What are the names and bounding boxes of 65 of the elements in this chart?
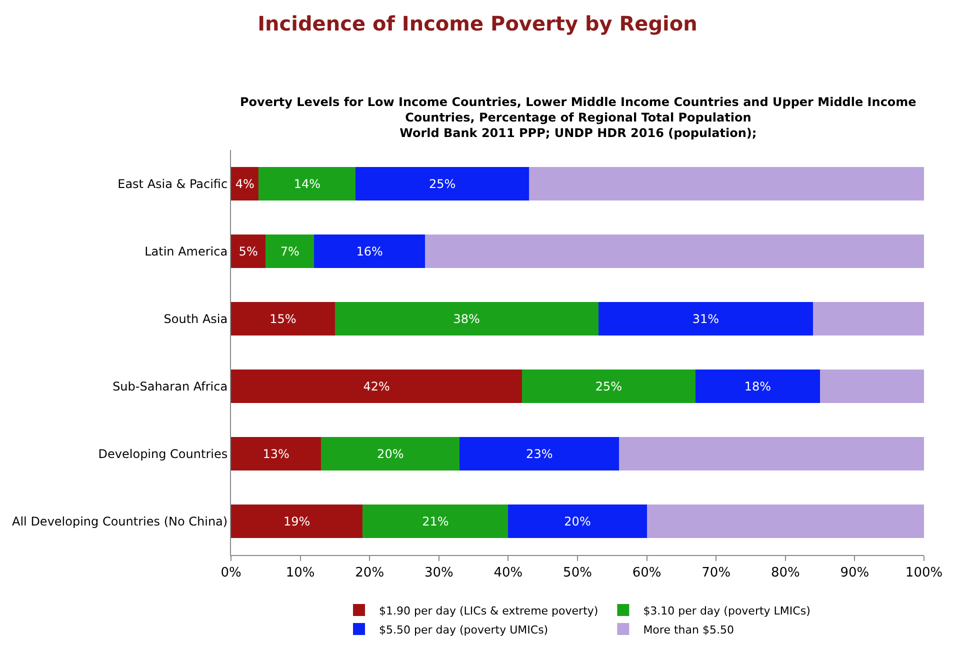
bar <box>231 302 335 336</box>
data-label: 18% <box>744 379 772 394</box>
x-tick-label: 90% <box>840 566 870 581</box>
bar <box>695 369 820 404</box>
bar <box>231 436 322 471</box>
legend-label: $3.10 per day (poverty LMICs) <box>643 604 810 618</box>
bar <box>619 436 924 471</box>
data-label: 16% <box>356 244 383 258</box>
bar <box>231 234 266 268</box>
bar <box>528 166 924 201</box>
bar <box>334 302 598 336</box>
x-tick-label: 50% <box>563 566 592 581</box>
x-tick-label: 60% <box>632 566 662 581</box>
chart-subtitle: Poverty Levels for Low Income Countries, Lower Middle Income Countries and Upper Middle Income Countries, Percentage of Regional Total Population World Bank 2011 PPP; UNDP HDR 2016 (population); <box>240 95 916 140</box>
x-tick-label: 10% <box>286 566 315 581</box>
data-label: 31% <box>692 312 720 326</box>
bar <box>266 234 314 268</box>
x-tick-label: 100% <box>905 566 943 581</box>
bar <box>362 504 508 538</box>
data-label: 20% <box>564 514 591 528</box>
data-label: 25% <box>595 379 622 394</box>
bar <box>321 436 460 471</box>
data-label: 21% <box>422 514 449 528</box>
data-label: 7% <box>280 244 300 258</box>
data-label: 25% <box>429 176 456 191</box>
legend-label: $1.90 per day (LICs & extreme poverty) <box>379 604 598 618</box>
bar <box>820 369 924 404</box>
bar <box>598 302 814 336</box>
data-label: 20% <box>377 446 404 461</box>
data-label: 42% <box>363 379 390 394</box>
legend-label: $5.50 per day (poverty UMICs) <box>379 623 548 636</box>
y-tick-label: East Asia & Pacific <box>118 176 228 191</box>
bar <box>813 302 924 336</box>
x-tick-label: 30% <box>424 566 454 581</box>
legend-label: More than $5.50 <box>643 623 734 636</box>
data-label: 4% <box>235 176 254 191</box>
bar <box>258 166 356 201</box>
x-tick-label: 20% <box>355 566 384 581</box>
y-tick-label: All Developing Countries (No China) <box>12 514 228 528</box>
y-tick-label: South Asia <box>164 312 228 326</box>
bar <box>356 166 529 201</box>
data-label: 23% <box>526 446 553 461</box>
y-tick-label: Latin America <box>144 244 228 258</box>
bar <box>314 234 426 268</box>
x-tick-label: 40% <box>494 566 523 581</box>
bar <box>231 504 363 538</box>
data-label: 5% <box>238 244 258 258</box>
bar <box>231 369 522 404</box>
bar <box>231 166 259 201</box>
bar <box>425 234 924 268</box>
data-label: 15% <box>270 312 296 326</box>
data-label: 19% <box>284 514 310 528</box>
data-label: 14% <box>294 176 321 191</box>
y-tick-label: Developing Countries <box>98 446 228 461</box>
data-label: 38% <box>453 312 480 326</box>
x-tick-label: 70% <box>702 566 731 581</box>
bar <box>460 436 620 471</box>
chart-title: Incidence of Income Poverty by Region <box>258 11 698 36</box>
data-label: 13% <box>262 446 290 461</box>
bar <box>522 369 696 404</box>
bar <box>646 504 924 538</box>
x-tick-label: 0% <box>220 566 242 581</box>
bar <box>508 504 647 538</box>
x-tick-label: 80% <box>770 566 800 581</box>
y-tick-label: Sub-Saharan Africa <box>112 379 228 394</box>
